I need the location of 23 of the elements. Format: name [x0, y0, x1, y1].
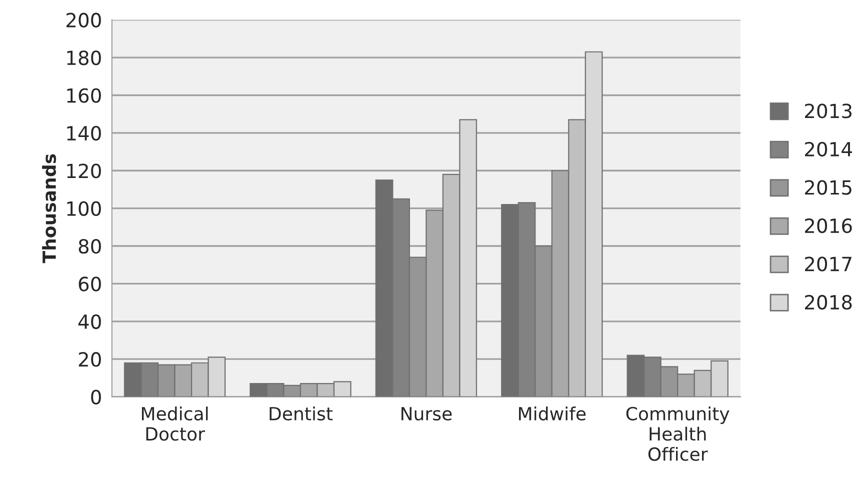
legend-label: 2018 — [805, 294, 852, 310]
x-tick-label: Community Health Officer — [626, 406, 730, 461]
y-tick-label: 60 — [78, 276, 101, 292]
legend-label: 2013 — [805, 104, 852, 118]
y-tick-label: 140 — [67, 126, 101, 141]
y-tick-label: 0 — [91, 390, 101, 404]
y-axis-title: Thousands — [42, 154, 56, 264]
y-tick-label: 200 — [66, 12, 101, 28]
y-tick-label: 20 — [78, 352, 101, 367]
legend-label: 2014 — [805, 142, 852, 157]
legend-label: 2016 — [805, 218, 852, 234]
x-tick-label: Dentist — [270, 406, 333, 420]
y-tick-label: 100 — [67, 201, 101, 216]
legend-label: 2017 — [805, 256, 852, 272]
y-tick-label: 120 — [67, 164, 101, 178]
legend-label: 2015 — [805, 180, 852, 195]
x-tick-label: Nurse — [402, 407, 452, 420]
y-tick-label: 160 — [67, 88, 101, 103]
x-tick-label: Midwife — [519, 406, 586, 420]
y-tick-label: 40 — [78, 314, 101, 330]
y-tick-label: 180 — [67, 50, 101, 66]
x-tick-label: Medical Doctor — [142, 406, 208, 441]
y-tick-label: 80 — [78, 238, 101, 254]
